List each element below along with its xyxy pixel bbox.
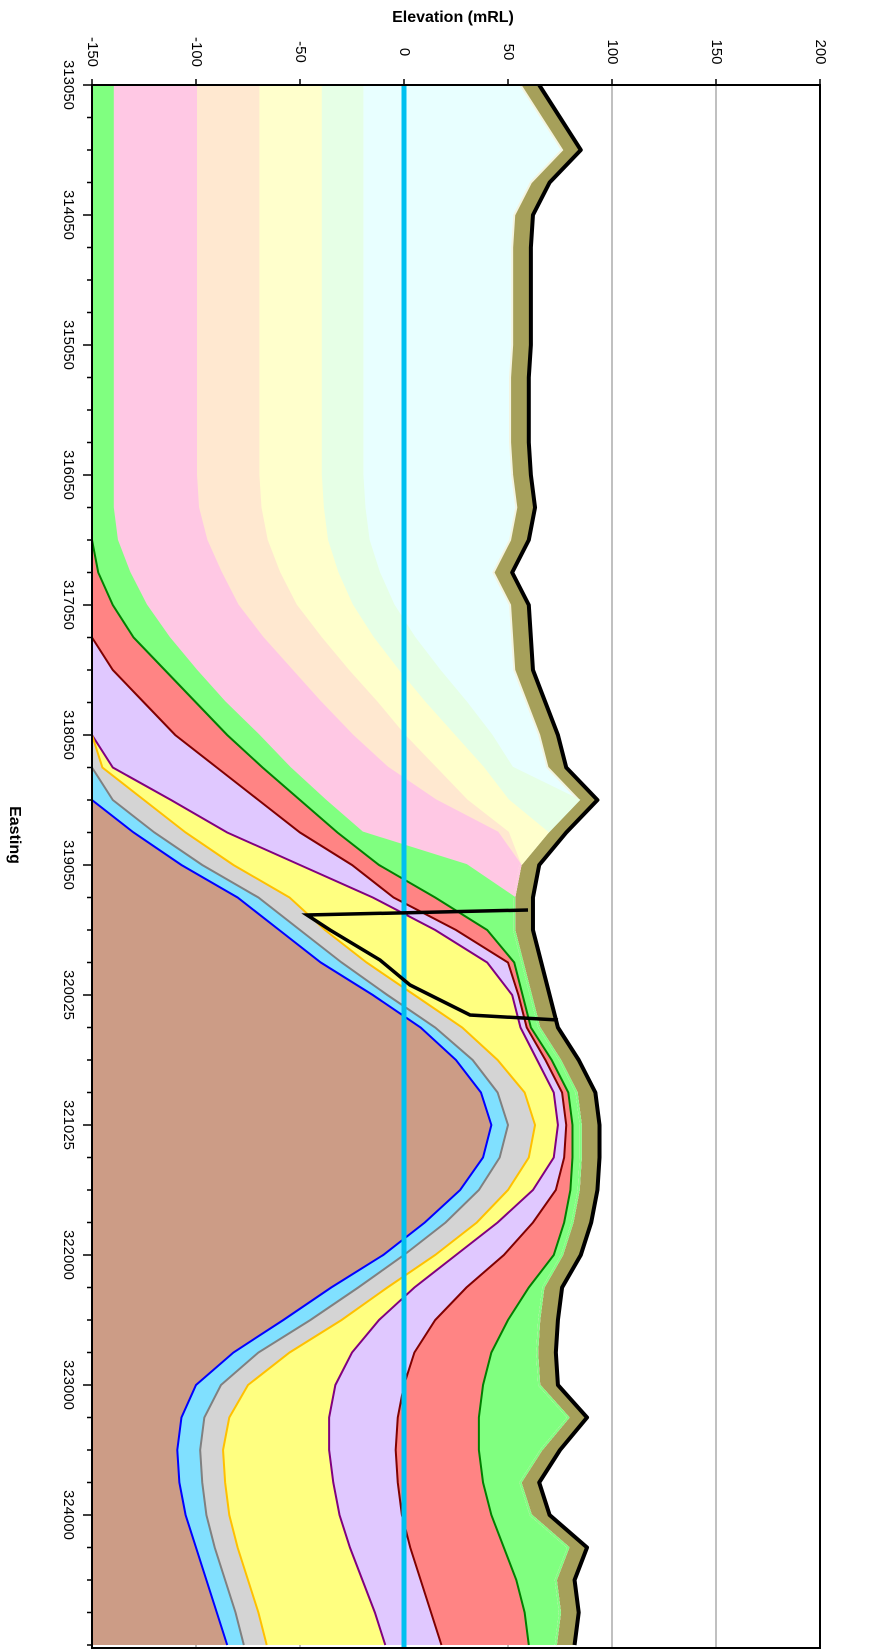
layer-area xyxy=(92,85,492,1645)
layer-area xyxy=(196,85,581,1645)
y-tick-label: 100 xyxy=(604,39,621,64)
x-tick-label: 315050 xyxy=(60,320,77,370)
x-tick-label: 323000 xyxy=(60,1360,77,1410)
layer-area xyxy=(112,85,581,1645)
y-tick-label: 50 xyxy=(500,44,517,61)
x-axis-title: Easting xyxy=(6,806,23,864)
y-axis-title: Elevation (mRL) xyxy=(392,9,514,26)
x-tick-label: 318050 xyxy=(60,710,77,760)
y-tick-label: -100 xyxy=(188,37,205,67)
ground-surface xyxy=(510,83,602,1646)
y-tick-label: -150 xyxy=(84,37,101,67)
layer-area xyxy=(92,85,567,1645)
y-tick-label: -50 xyxy=(292,41,309,63)
layer-area xyxy=(258,85,581,1645)
x-tick-label: 324000 xyxy=(60,1490,77,1540)
layers xyxy=(91,83,821,1648)
x-tick-label: 313050 xyxy=(60,60,77,110)
layer-boundary xyxy=(111,85,582,1646)
fault-line xyxy=(301,908,559,1022)
x-tick-label: 314050 xyxy=(60,190,77,240)
layer-area xyxy=(92,85,558,1645)
x-tick-label: 321025 xyxy=(60,1100,77,1150)
x-tick-label: 320025 xyxy=(60,970,77,1020)
plot-frame xyxy=(91,84,821,1649)
layer-area xyxy=(92,85,536,1645)
layer-area xyxy=(493,85,600,1645)
y-tick-label: 150 xyxy=(708,39,725,64)
y-tick-label: 0 xyxy=(396,48,413,56)
x-tick-label: 319050 xyxy=(60,840,77,890)
x-tick-label: 317050 xyxy=(60,580,77,630)
x-tick-label: 322000 xyxy=(60,1230,77,1280)
x-tick-label: 316050 xyxy=(60,450,77,500)
y-tick-label: 200 xyxy=(812,39,829,64)
layer-area xyxy=(320,85,581,1645)
layer-area xyxy=(362,85,581,1645)
